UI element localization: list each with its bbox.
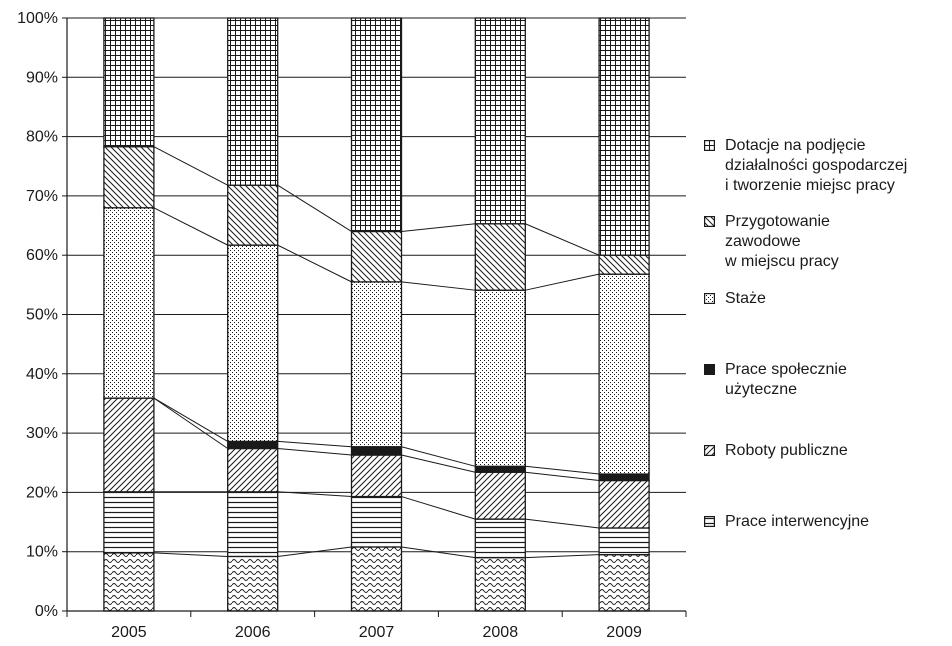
stacked-bar-chart: 0% 10% 20% 30% 40% 50% 60% 70% 80% 90% 100% 2005 200…	[17, 10, 687, 641]
legend-label: Prace społecznie użyteczne	[725, 361, 847, 398]
y-tick-label: 80%	[26, 129, 58, 146]
series-line	[525, 273, 600, 291]
y-tick-label: 60%	[26, 247, 58, 264]
bar-segment	[103, 146, 155, 209]
bar-segment	[103, 397, 155, 493]
x-tick-label: 2008	[483, 624, 519, 641]
legend-swatch	[704, 216, 715, 227]
series-line	[525, 471, 600, 482]
series-line	[153, 397, 228, 442]
series-line	[153, 207, 228, 246]
series-line	[401, 446, 476, 467]
bar-segment	[350, 454, 403, 498]
bar-segment	[103, 207, 155, 399]
legend-item: Prace interwencyjne	[704, 512, 869, 532]
bar-segment	[350, 281, 403, 448]
bar-segment	[474, 518, 526, 559]
series-line	[525, 223, 600, 256]
legend-label: Staże	[725, 290, 766, 307]
bar-segment	[227, 244, 279, 443]
series-line	[525, 554, 600, 559]
series-line	[153, 552, 228, 557]
bar-segment	[227, 184, 279, 246]
bar-segment	[598, 473, 650, 482]
y-tick-label: 50%	[26, 307, 58, 324]
bar-segment	[227, 491, 279, 558]
bar-segment	[598, 527, 650, 556]
bar-segment	[227, 17, 279, 186]
series-line	[277, 440, 352, 448]
legend-item: Roboty publiczne	[704, 441, 848, 461]
legend-swatch	[704, 516, 715, 527]
legend-label: Prace interwencyjne	[725, 513, 870, 530]
legend-swatch	[704, 364, 715, 375]
x-tick-label: 2009	[606, 624, 642, 641]
series-line	[401, 454, 476, 473]
series-line	[277, 448, 352, 456]
series-line	[401, 281, 476, 291]
bar-segment	[227, 555, 279, 612]
legend-swatch	[704, 140, 715, 151]
bar-segment	[474, 223, 526, 291]
bar-segment	[350, 546, 403, 612]
legend: Dotacje na podjęcie działalności gospoda…	[704, 0, 949, 646]
x-tick-label: 2006	[235, 624, 271, 641]
legend-label: Dotacje na podjęcie działalności gospoda…	[725, 137, 908, 194]
bar-segment	[350, 446, 403, 456]
bar-segment	[227, 440, 279, 450]
bar-segment	[474, 471, 526, 520]
series-line	[153, 397, 228, 449]
legend-item: Dotacje na podjęcie działalności gospoda…	[704, 136, 907, 196]
y-tick-label: 40%	[26, 366, 58, 383]
legend-swatch	[704, 293, 715, 304]
bar-segment	[474, 556, 526, 612]
series-line	[525, 465, 600, 475]
bar-segment	[598, 479, 650, 529]
bar-segment	[598, 273, 650, 475]
legend-swatch	[704, 445, 715, 456]
series-line	[277, 244, 352, 283]
legend-label: Roboty publiczne	[725, 442, 848, 459]
bar-segment	[350, 230, 403, 283]
bars	[103, 17, 650, 612]
y-tick-label: 10%	[26, 544, 58, 561]
bar-segment	[227, 447, 279, 493]
bar-segment	[103, 17, 155, 148]
bar-segment	[350, 495, 403, 548]
bar-segment	[598, 254, 650, 275]
series-line	[401, 546, 476, 559]
y-tick-label: 90%	[26, 69, 58, 86]
y-tick-label: 70%	[26, 188, 58, 205]
bar-segment	[103, 491, 155, 554]
y-tick-label: 100%	[17, 10, 58, 27]
x-tick-label: 2007	[359, 624, 395, 641]
y-tick-label: 20%	[26, 484, 58, 501]
series-line	[277, 491, 352, 498]
bar-segment	[350, 17, 403, 233]
legend-item: Prace społecznie użyteczne	[704, 360, 847, 400]
series-line	[277, 184, 352, 232]
axes: 0% 10% 20% 30% 40% 50% 60% 70% 80% 90% 100% 2005 200…	[17, 10, 687, 641]
series-line	[401, 496, 476, 520]
bar-segment	[598, 17, 650, 256]
bar-segment	[103, 552, 155, 612]
legend-label: Przygotowanie zawodowe w miejscu pracy	[725, 213, 839, 270]
legend-item: Przygotowanie zawodowe w miejscu pracy	[704, 212, 839, 272]
series-line	[525, 518, 600, 529]
y-tick-label: 0%	[35, 603, 58, 620]
series-connector-lines	[153, 146, 600, 559]
bar-segment	[474, 17, 526, 225]
bar-segment	[474, 465, 526, 473]
y-tick-label: 30%	[26, 425, 58, 442]
legend-item: Staże	[704, 289, 766, 309]
series-line	[153, 146, 228, 186]
x-tick-label: 2005	[111, 624, 147, 641]
series-line	[401, 223, 476, 232]
series-line	[277, 546, 352, 557]
bar-segment	[598, 554, 650, 612]
bar-segment	[474, 289, 526, 467]
